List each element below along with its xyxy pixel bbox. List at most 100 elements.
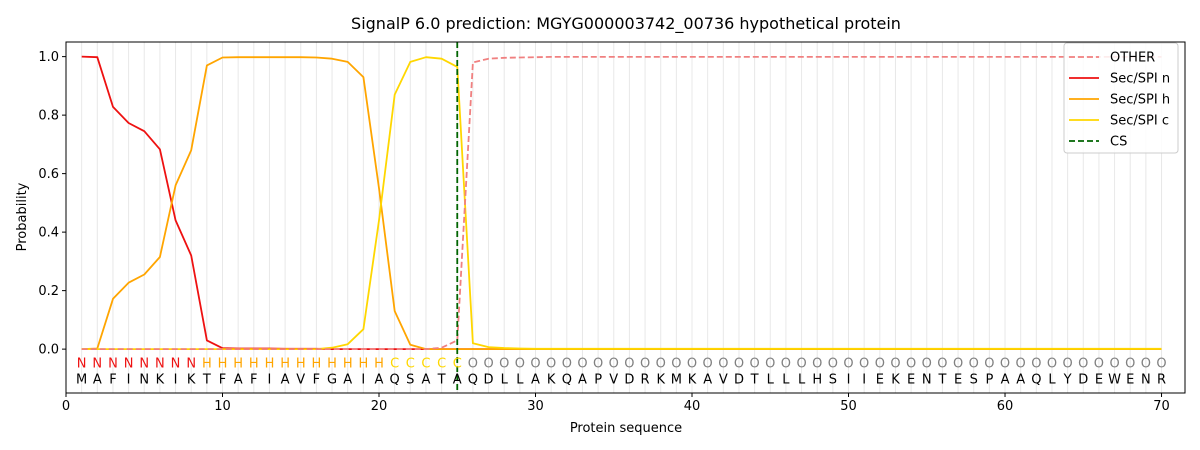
region-label: N <box>108 356 118 371</box>
residue-letter: L <box>798 372 806 387</box>
region-label: O <box>1078 356 1088 371</box>
residue-letter: G <box>327 372 337 387</box>
region-label: O <box>765 356 775 371</box>
residue-letter: W <box>1108 372 1121 387</box>
series-line-sec-spi-c <box>81 56 1162 351</box>
residue-letter: K <box>891 372 900 387</box>
x-tick-label: 60 <box>997 399 1014 414</box>
region-label: O <box>843 356 853 371</box>
region-label: O <box>796 356 806 371</box>
residue-letter: Q <box>1031 372 1041 387</box>
region-label: O <box>781 356 791 371</box>
x-tick-label: 10 <box>214 399 231 414</box>
region-label: O <box>562 356 572 371</box>
residue-letter: D <box>734 372 744 387</box>
region-label: H <box>358 356 368 371</box>
grid-layer <box>81 42 1163 393</box>
x-tick-label: 0 <box>62 399 70 414</box>
region-label: C <box>390 356 399 371</box>
region-label: H <box>218 356 228 371</box>
residue-letter: I <box>361 372 365 387</box>
residue-letter: M <box>76 372 87 387</box>
residue-letter: K <box>656 372 665 387</box>
region-label: O <box>875 356 885 371</box>
region-label: H <box>280 356 290 371</box>
region-label: O <box>609 356 619 371</box>
residue-letter: N <box>1141 372 1151 387</box>
residue-letter: A <box>375 372 384 387</box>
region-label: O <box>812 356 822 371</box>
residue-letter: Y <box>1063 372 1072 387</box>
y-tick-label: 0.6 <box>38 167 59 182</box>
region-label: N <box>92 356 102 371</box>
region-label: C <box>437 356 446 371</box>
region-label: O <box>1141 356 1151 371</box>
region-label: C <box>406 356 415 371</box>
region-label: H <box>312 356 322 371</box>
residue-letter: F <box>250 372 257 387</box>
residue-letter: E <box>907 372 915 387</box>
residue-letter: E <box>1126 372 1134 387</box>
region-label: C <box>421 356 430 371</box>
residue-letter: A <box>234 372 243 387</box>
region-label: H <box>265 356 275 371</box>
residue-letter: I <box>862 372 866 387</box>
region-label: O <box>1125 356 1135 371</box>
residue-letter: N <box>922 372 932 387</box>
region-label: O <box>640 356 650 371</box>
residue-label-layer: NMNANFNINNNKNINKHTHFHAHFHIHAHVHFHGHAHIHA… <box>76 356 1167 387</box>
legend-label: Sec/SPI c <box>1110 114 1169 129</box>
region-label: O <box>922 356 932 371</box>
plot-frame <box>65 41 1186 394</box>
residue-letter: P <box>594 372 602 387</box>
residue-letter: A <box>1016 372 1025 387</box>
region-label: O <box>937 356 947 371</box>
residue-letter: K <box>688 372 697 387</box>
region-label: O <box>1047 356 1057 371</box>
region-label: H <box>343 356 353 371</box>
x-tick-label: 40 <box>684 399 701 414</box>
legend-label: OTHER <box>1110 51 1155 66</box>
region-label: O <box>1000 356 1010 371</box>
region-label: N <box>124 356 134 371</box>
residue-letter: D <box>484 372 494 387</box>
residue-letter: T <box>750 372 759 387</box>
residue-letter: K <box>156 372 165 387</box>
residue-letter: F <box>109 372 116 387</box>
region-label: O <box>687 356 697 371</box>
y-tick-label: 0.2 <box>38 284 59 299</box>
region-label: C <box>453 356 462 371</box>
residue-letter: I <box>127 372 131 387</box>
region-label: O <box>483 356 493 371</box>
chart-title: SignalP 6.0 prediction: MGYG000003742_00… <box>351 14 901 34</box>
region-label: H <box>374 356 384 371</box>
region-label: O <box>499 356 509 371</box>
residue-letter: P <box>985 372 993 387</box>
residue-letter: D <box>1078 372 1088 387</box>
residue-letter: Q <box>562 372 572 387</box>
y-tick-label: 0.0 <box>38 343 59 358</box>
residue-letter: S <box>829 372 837 387</box>
residue-letter: S <box>406 372 414 387</box>
residue-letter: E <box>1095 372 1103 387</box>
residue-letter: L <box>767 372 775 387</box>
residue-letter: E <box>954 372 962 387</box>
residue-letter: D <box>624 372 634 387</box>
residue-letter: A <box>578 372 587 387</box>
residue-letter: M <box>671 372 682 387</box>
residue-letter: A <box>281 372 290 387</box>
region-label: O <box>593 356 603 371</box>
region-label: N <box>77 356 87 371</box>
x-tick-label: 30 <box>527 399 544 414</box>
residue-letter: K <box>187 372 196 387</box>
region-label: O <box>530 356 540 371</box>
residue-letter: A <box>1001 372 1010 387</box>
y-tick-label: 0.8 <box>38 109 59 124</box>
residue-letter: K <box>547 372 556 387</box>
residue-letter: A <box>453 372 462 387</box>
residue-letter: L <box>782 372 790 387</box>
region-label: O <box>546 356 556 371</box>
region-label: O <box>1016 356 1026 371</box>
